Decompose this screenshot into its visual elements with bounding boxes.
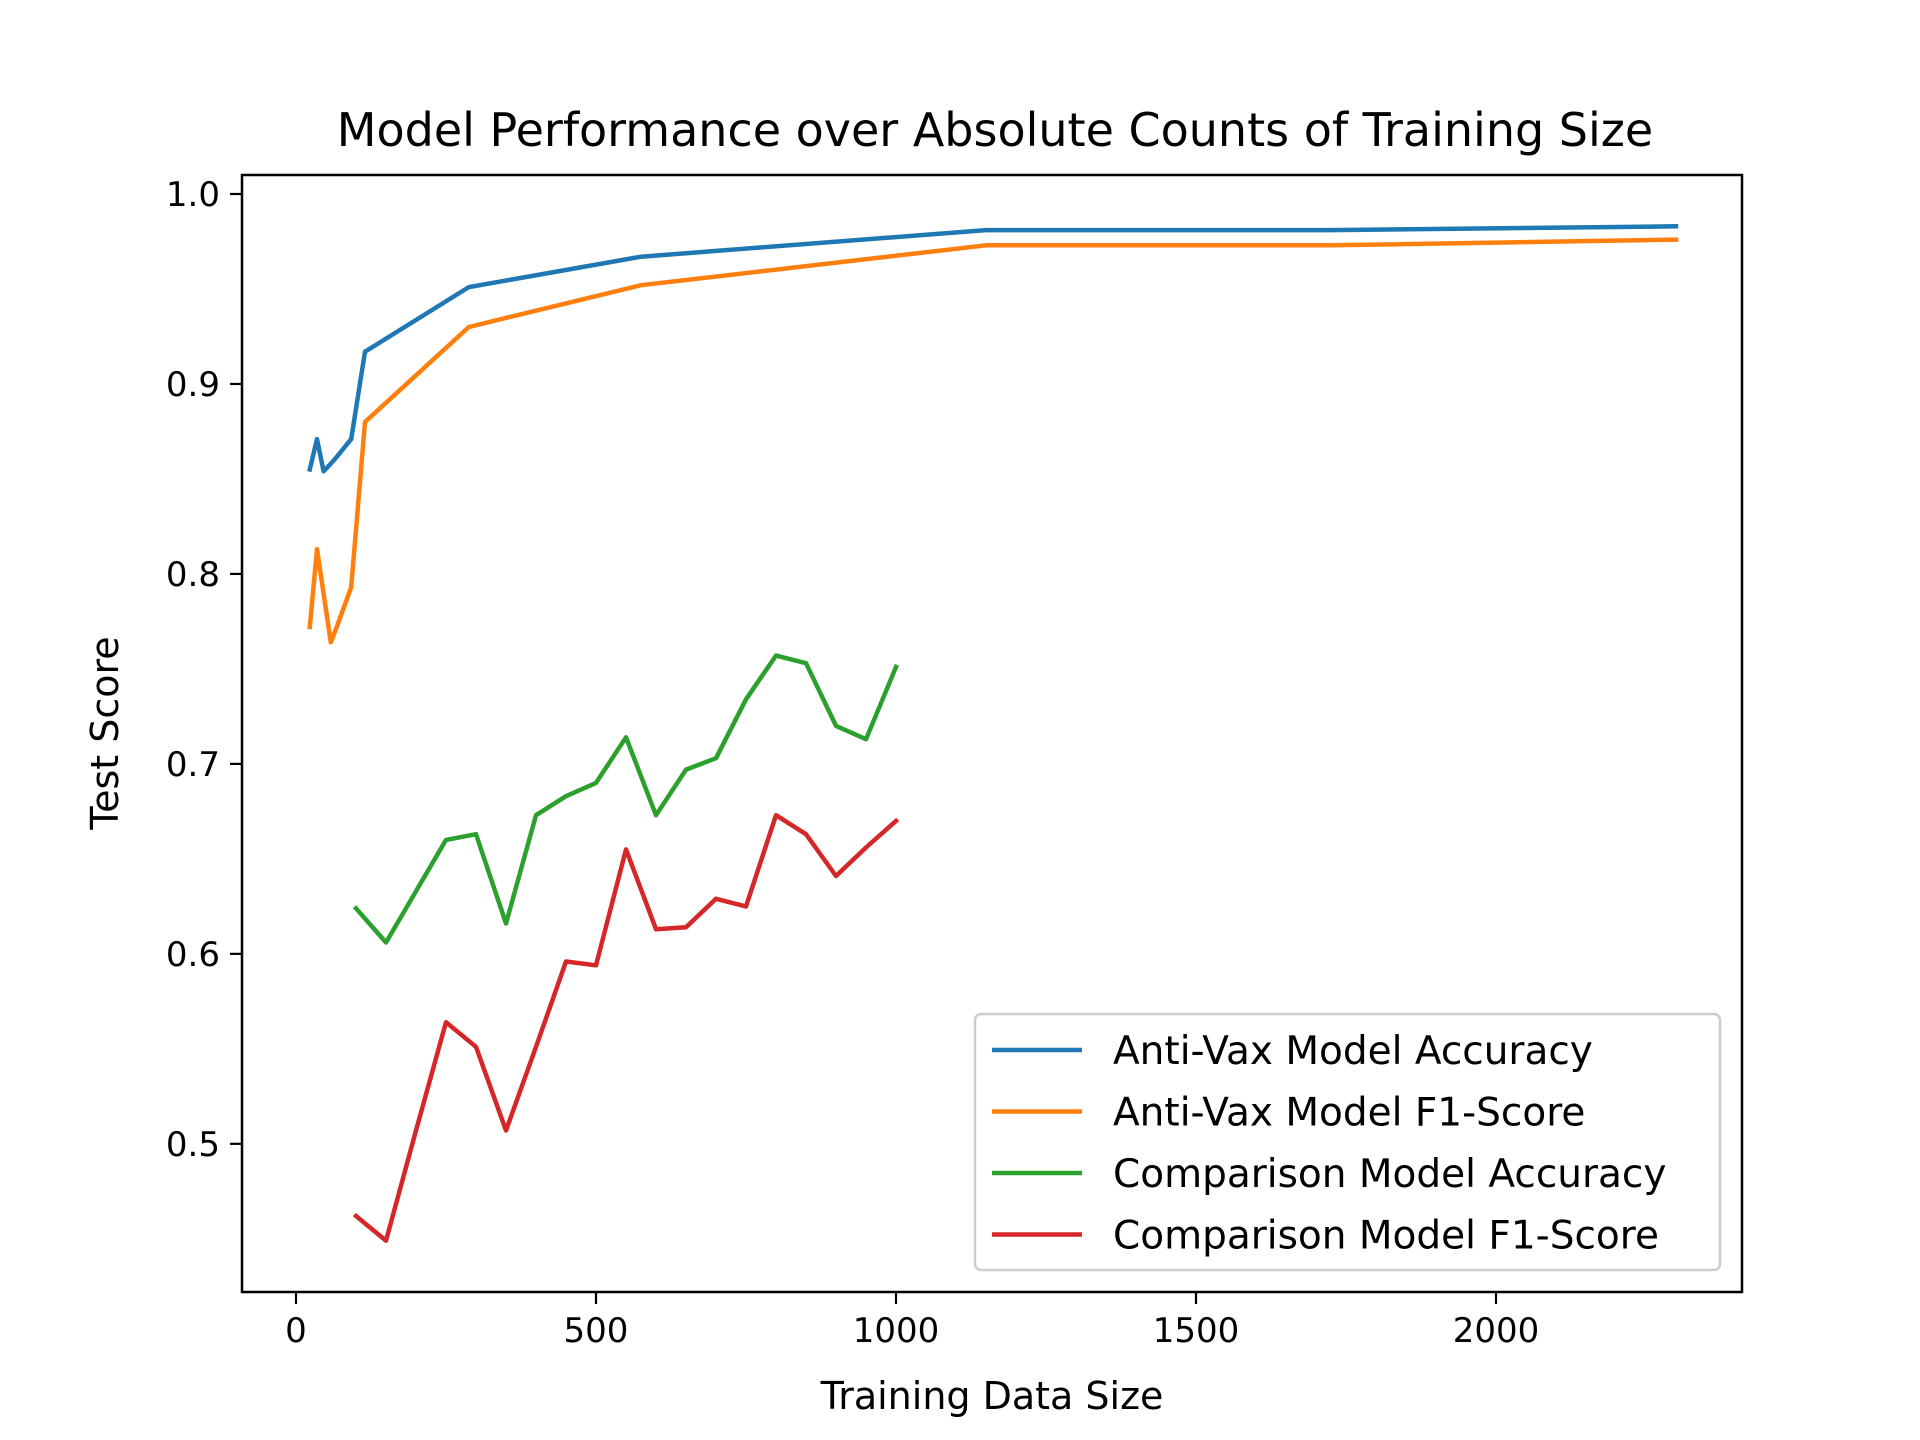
- y-axis-label: Test Score: [83, 636, 127, 830]
- legend-box: [973, 1012, 1722, 1272]
- y-tick-label: 0.5: [166, 1125, 220, 1165]
- y-tick-label: 1.0: [166, 175, 220, 215]
- y-tick-label: 0.6: [166, 935, 220, 975]
- series-line-2: [307, 237, 1679, 645]
- x-tick-label: 0: [285, 1311, 307, 1351]
- x-axis-label: Training Data Size: [820, 1374, 1164, 1418]
- plot-frame: [240, 173, 1744, 1294]
- series-line-1: [307, 224, 1679, 474]
- series-line-4: [352, 812, 900, 1243]
- legend: Anti-Vax Model Accuracy Anti-Vax Model F1…: [973, 1012, 1722, 1272]
- x-tick-label: 500: [564, 1311, 629, 1351]
- x-tick-label: 1000: [853, 1311, 940, 1351]
- y-axis: 0.5 0.6 0.7 0.8 0.9 1.0: [166, 175, 242, 1165]
- legend-label: Anti-Vax Model F1-Score: [1113, 1091, 1585, 1136]
- x-axis: 0 500 1000 1500 2000: [285, 1292, 1539, 1351]
- legend-label: Comparison Model Accuracy: [1113, 1152, 1666, 1197]
- x-tick-label: 2000: [1453, 1311, 1540, 1351]
- y-tick-label: 0.7: [166, 745, 220, 785]
- x-tick-label: 1500: [1153, 1311, 1240, 1351]
- legend-label: Comparison Model F1-Score: [1113, 1214, 1659, 1259]
- legend-label: Anti-Vax Model Accuracy: [1113, 1029, 1593, 1074]
- y-tick-label: 0.9: [166, 365, 220, 405]
- plot-area: [307, 224, 1679, 1243]
- y-tick-label: 0.8: [166, 555, 220, 595]
- series-line-3: [352, 653, 899, 945]
- chart-title: Model Performance over Absolute Counts o…: [337, 103, 1653, 157]
